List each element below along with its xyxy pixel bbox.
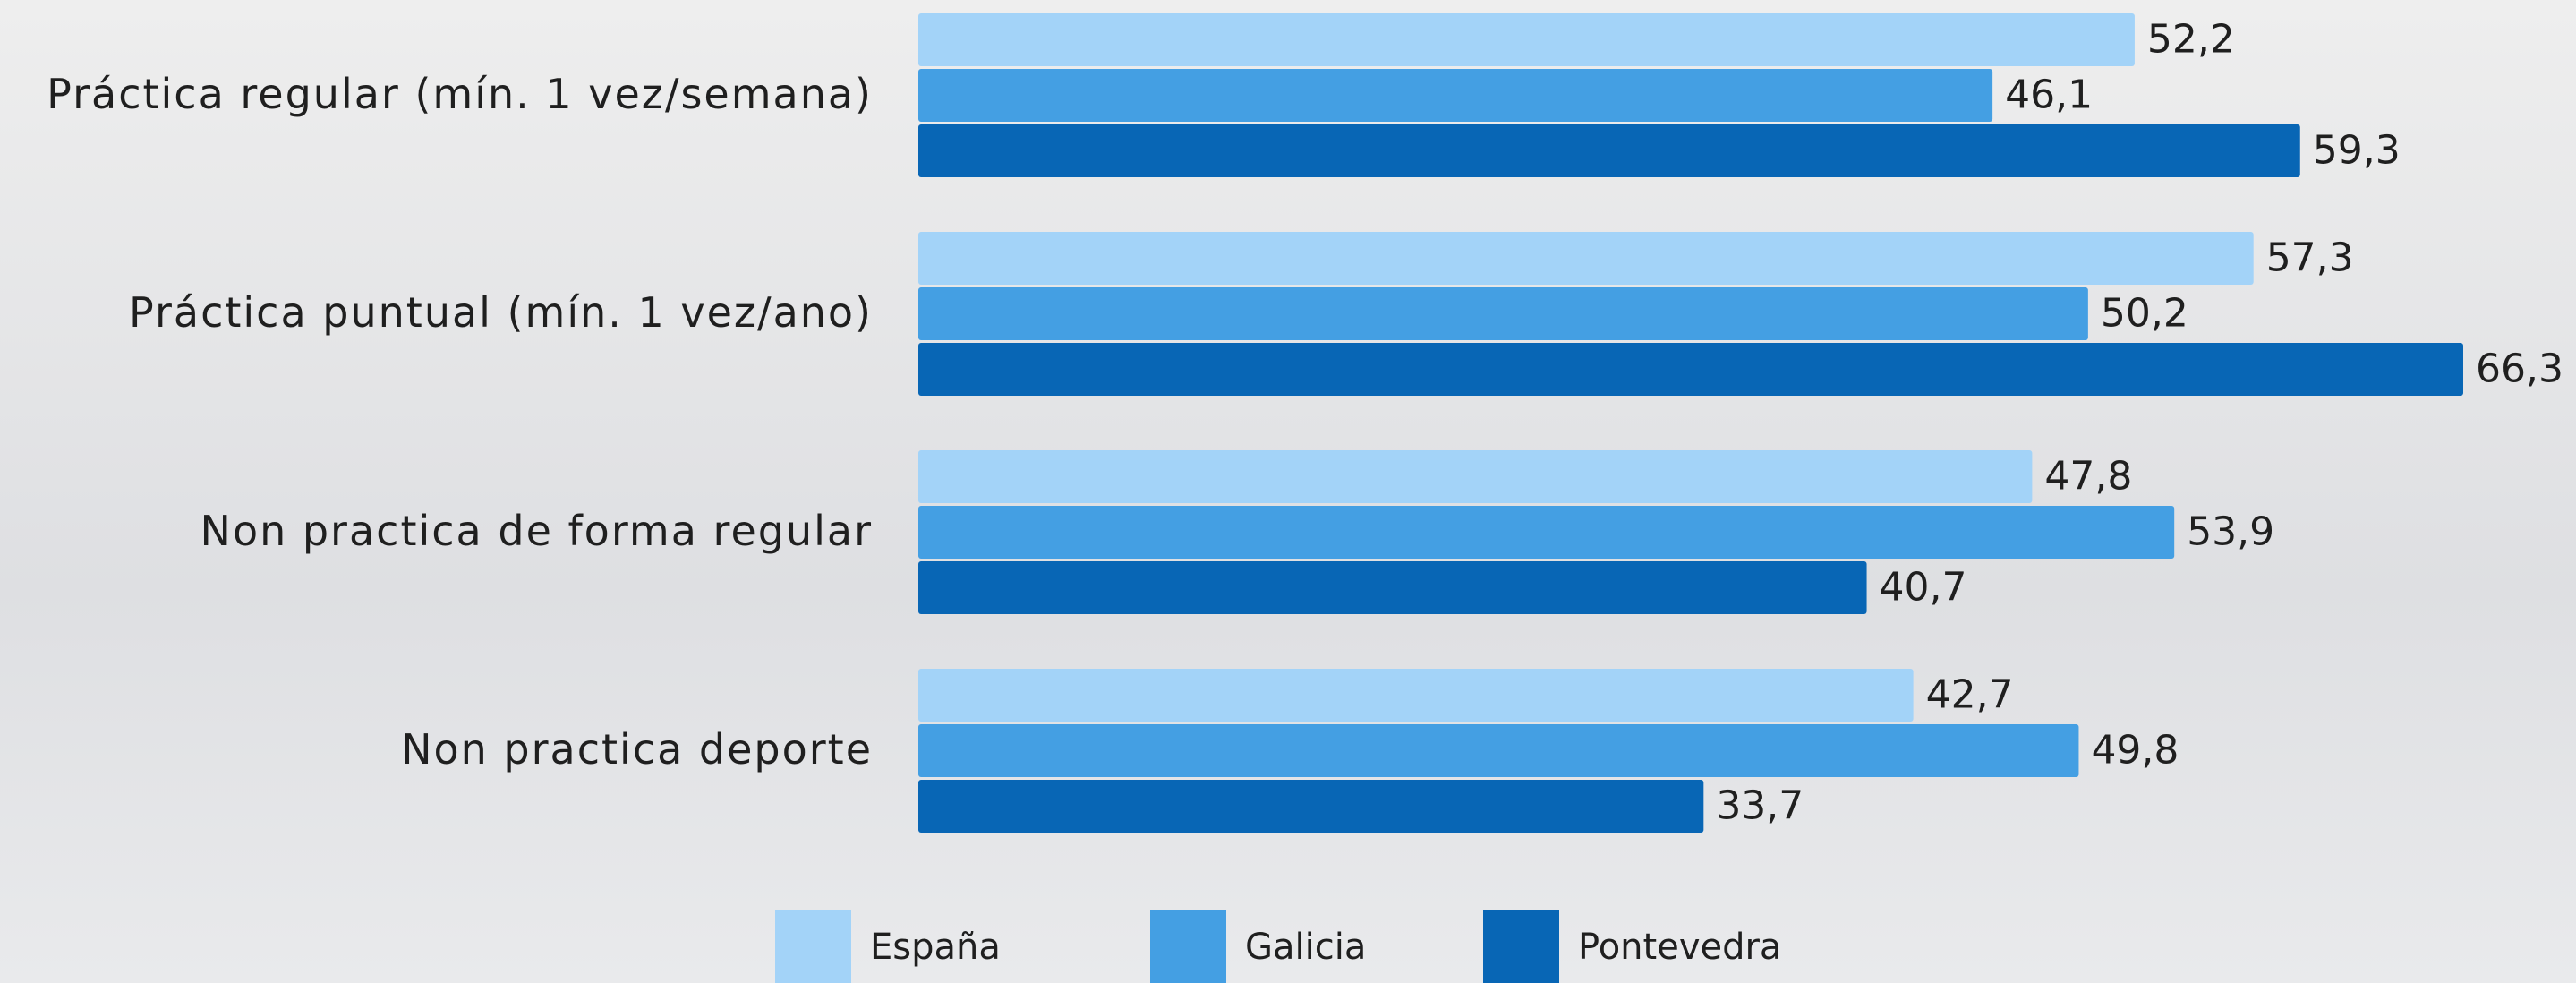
bar bbox=[918, 232, 2254, 285]
legend-label: Pontevedra bbox=[1578, 927, 1781, 968]
bar bbox=[918, 287, 2088, 340]
legend-swatch bbox=[1150, 910, 1226, 983]
bar bbox=[918, 780, 1704, 833]
category-label: Práctica puntual (mín. 1 vez/ano) bbox=[129, 288, 873, 337]
value-label: 46,1 bbox=[2005, 73, 2093, 118]
legend-swatch bbox=[1483, 910, 1559, 983]
category-label: Non practica de forma regular bbox=[200, 507, 873, 555]
bar bbox=[918, 13, 2135, 66]
bar bbox=[918, 343, 2463, 396]
value-label: 50,2 bbox=[2101, 291, 2188, 337]
bar bbox=[918, 724, 2079, 777]
category-label: Non practica deporte bbox=[401, 725, 873, 774]
bar bbox=[918, 124, 2300, 177]
bar bbox=[918, 506, 2175, 559]
value-label: 42,7 bbox=[1926, 672, 2014, 718]
value-label: 59,3 bbox=[2313, 128, 2401, 174]
value-label: 53,9 bbox=[2187, 509, 2274, 555]
value-label: 40,7 bbox=[1880, 565, 1967, 611]
value-label: 52,2 bbox=[2147, 17, 2235, 63]
bar bbox=[918, 450, 2033, 503]
value-label: 49,8 bbox=[2091, 728, 2179, 774]
bar bbox=[918, 669, 1914, 722]
legend-label: Galicia bbox=[1245, 927, 1366, 968]
bar bbox=[918, 561, 1867, 614]
category-label: Práctica regular (mín. 1 vez/semana) bbox=[47, 70, 873, 118]
bar bbox=[918, 69, 1993, 122]
value-label: 33,7 bbox=[1716, 783, 1804, 829]
value-label: 66,3 bbox=[2476, 346, 2563, 392]
legend-label: España bbox=[870, 927, 1001, 968]
legend-swatch bbox=[775, 910, 851, 983]
value-label: 47,8 bbox=[2044, 454, 2132, 500]
value-label: 57,3 bbox=[2266, 235, 2354, 281]
